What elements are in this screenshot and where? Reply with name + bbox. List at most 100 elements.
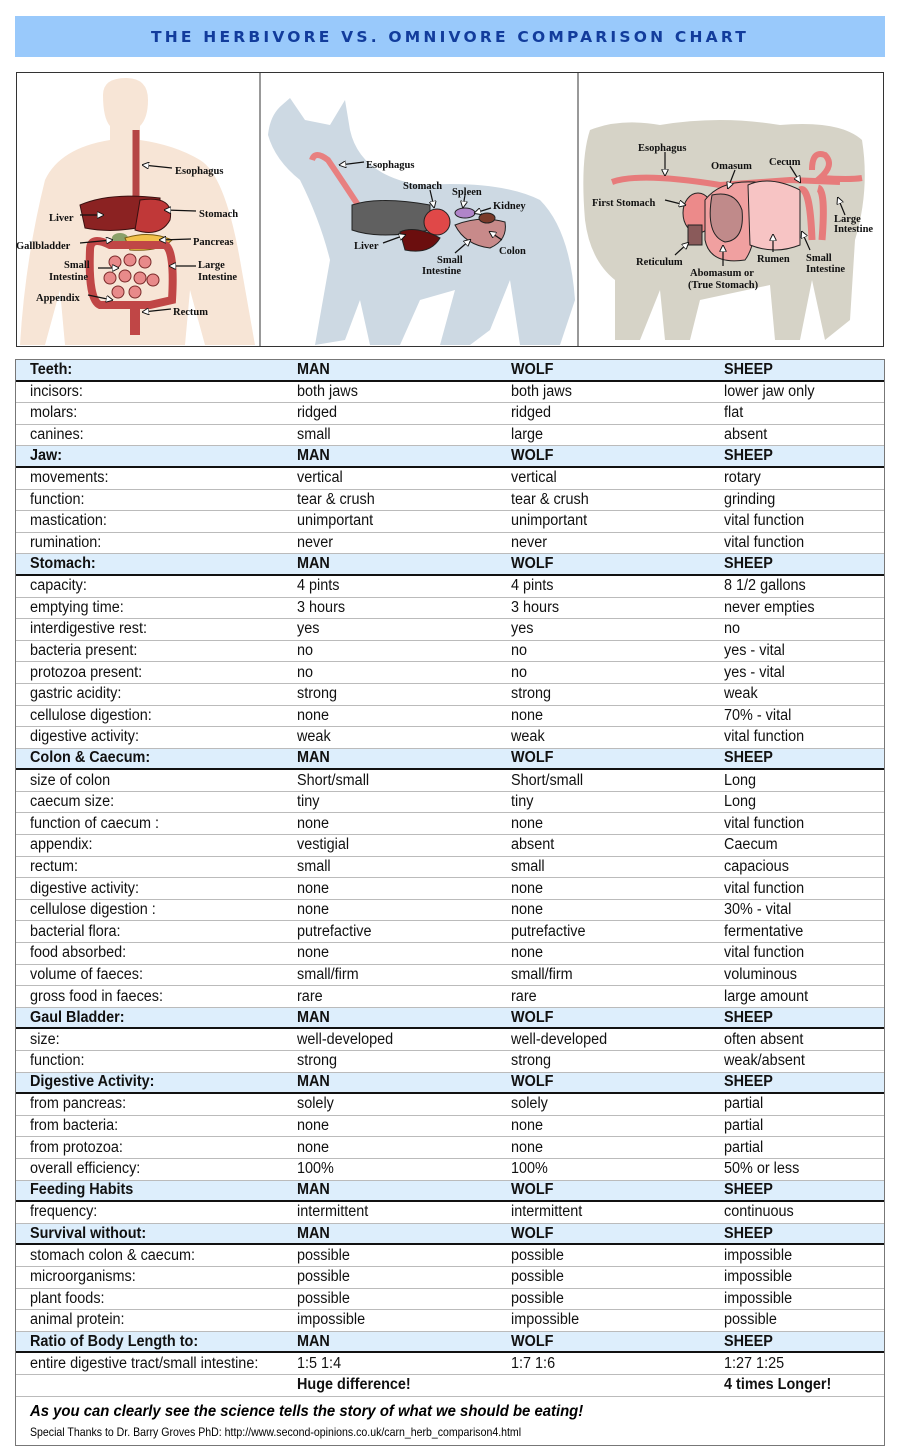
wolf-value: 4 pints <box>511 577 554 595</box>
row-label: plant foods: <box>30 1289 105 1307</box>
sheep-value: possible <box>724 1311 777 1329</box>
sheep-value: SHEEP <box>724 555 773 573</box>
table-row: function: strong strong weak/absent <box>16 1051 884 1073</box>
sheep-value: yes - vital <box>724 663 785 681</box>
sheep-value: vital function <box>724 879 805 897</box>
man-value: strong <box>297 1052 338 1070</box>
table-row: cellulose digestion : none none 30% - vital <box>16 900 884 922</box>
wolf-value: possible <box>511 1289 564 1307</box>
row-label: bacteria present: <box>30 642 138 660</box>
man-value: 100% <box>297 1160 334 1178</box>
title-banner: THE HERBIVORE VS. OMNIVORE COMPARISON CH… <box>15 16 885 57</box>
label-small-intestine-2: Intestine <box>49 272 88 283</box>
table-row: cellulose digestion: none none 70% - vital <box>16 706 884 728</box>
row-label: stomach colon & caecum: <box>30 1246 196 1264</box>
sheep-value: no <box>724 620 741 638</box>
table-row: from bacteria: none none partial <box>16 1116 884 1138</box>
sheep-value: SHEEP <box>724 447 773 465</box>
label-rectum: Rectum <box>173 307 208 318</box>
table-row: from protozoa: none none partial <box>16 1137 884 1159</box>
man-value: none <box>297 814 330 832</box>
sheep-illustration: Esophagus Omasum Cecum First Stomach Lar… <box>583 120 873 340</box>
sheep-value: 8 1/2 gallons <box>724 577 806 595</box>
row-label: food absorbed: <box>30 944 127 962</box>
man-value: well-developed <box>297 1030 394 1048</box>
man-value: tear & crush <box>297 490 375 508</box>
row-label: gross food in faeces: <box>30 987 164 1005</box>
row-label: Ratio of Body Length to: <box>30 1332 199 1350</box>
row-label: animal protein: <box>30 1311 125 1329</box>
table-row: capacity: 4 pints 4 pints 8 1/2 gallons <box>16 576 884 598</box>
row-label: Gaul Bladder: <box>30 1008 125 1026</box>
row-label: microorganisms: <box>30 1268 136 1286</box>
man-value: yes <box>297 620 320 638</box>
human-illustration: Esophagus Stomach Liver Pancreas Gallbla… <box>16 78 255 345</box>
table-row: interdigestive rest: yes yes no <box>16 619 884 641</box>
row-label: Feeding Habits <box>30 1181 134 1199</box>
man-value: none <box>297 706 330 724</box>
label-large-intestine: Large <box>198 260 225 271</box>
wolf-value: 1:7 1:6 <box>511 1354 556 1372</box>
table-row: frequency: intermittent intermittent contin… <box>16 1202 884 1224</box>
sheep-value: partial <box>724 1095 764 1113</box>
man-value: Short/small <box>297 771 370 789</box>
table-row: rumination: never never vital function <box>16 533 884 555</box>
section-header: Teeth: MAN WOLF SHEEP <box>16 360 884 382</box>
man-value: possible <box>297 1268 350 1286</box>
wolf-value: possible <box>511 1268 564 1286</box>
sheep-value: fermentative <box>724 922 804 940</box>
wolf-value: WOLF <box>511 447 554 465</box>
table-row: appendix: vestigial absent Caecum <box>16 835 884 857</box>
label-appendix: Appendix <box>36 293 81 304</box>
row-label: size: <box>30 1030 60 1048</box>
wolf-value: WOLF <box>511 1181 554 1199</box>
wolf-value: tear & crush <box>511 490 589 508</box>
sheep-value: lower jaw only <box>724 382 815 400</box>
man-value: MAN <box>297 1224 330 1242</box>
section-header: Colon & Caecum: MAN WOLF SHEEP <box>16 748 884 771</box>
wolf-value: WOLF <box>511 1224 554 1242</box>
man-value: MAN <box>297 1073 330 1091</box>
wolf-value: never <box>511 534 548 552</box>
man-value: tiny <box>297 793 320 811</box>
man-value: ridged <box>297 404 338 422</box>
row-label: Teeth: <box>30 360 73 378</box>
man-value: 1:5 1:4 <box>297 1354 342 1372</box>
sheep-value: vital function <box>724 728 805 746</box>
label-esophagus: Esophagus <box>175 166 223 177</box>
man-value: none <box>297 901 330 919</box>
man-value: MAN <box>297 447 330 465</box>
table-row: mastication: unimportant unimportant vital … <box>16 511 884 533</box>
sheep-value: SHEEP <box>724 749 773 767</box>
sheep-value: grinding <box>724 490 776 508</box>
man-value: MAN <box>297 555 330 573</box>
sheep-value: impossible <box>724 1268 793 1286</box>
man-value: MAN <box>297 1332 330 1350</box>
table-row: entire digestive tract/small intestine: … <box>16 1353 884 1375</box>
sheep-value: voluminous <box>724 965 797 983</box>
label-large-intestine-2: Intestine <box>198 272 237 283</box>
wolf-value: none <box>511 901 544 919</box>
wolf-value: intermittent <box>511 1203 583 1221</box>
man-value: possible <box>297 1246 350 1264</box>
man-value: both jaws <box>297 382 358 400</box>
row-label: function: <box>30 490 85 508</box>
man-value: possible <box>297 1289 350 1307</box>
man-value: never <box>297 534 334 552</box>
wolf-value: none <box>511 879 544 897</box>
man-value: intermittent <box>297 1203 369 1221</box>
table-row: movements: vertical vertical rotary <box>16 468 884 490</box>
row-label: bacterial flora: <box>30 922 121 940</box>
section-header: Feeding Habits MAN WOLF SHEEP <box>16 1180 884 1203</box>
table-row: digestive activity: weak weak vital functio… <box>16 727 884 749</box>
wolf-value: possible <box>511 1246 564 1264</box>
comparison-rows: Teeth: MAN WOLF SHEEP incisors: both jaws both… <box>16 360 884 1397</box>
row-label: digestive activity: <box>30 879 139 897</box>
row-label: cellulose digestion : <box>30 901 156 919</box>
row-label: rectum: <box>30 857 79 875</box>
sheep-value: flat <box>724 404 744 422</box>
wolf-value: yes <box>511 620 534 638</box>
row-label: interdigestive rest: <box>30 620 147 638</box>
row-label: Survival without: <box>30 1224 147 1242</box>
table-row: plant foods: possible possible impossible <box>16 1289 884 1311</box>
